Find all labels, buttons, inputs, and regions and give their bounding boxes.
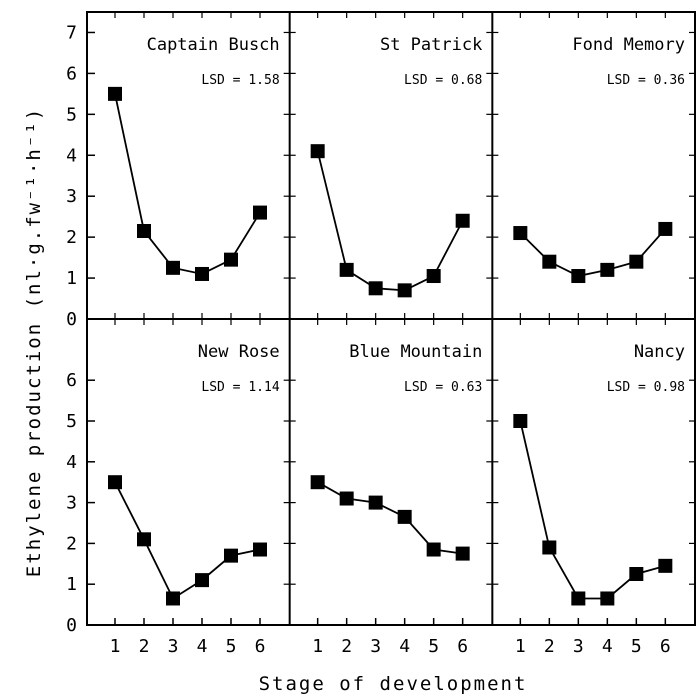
x-tick-label: 2 <box>139 636 150 657</box>
panel-lsd: LSD = 0.68 <box>404 73 482 88</box>
x-tick-label: 5 <box>428 636 439 657</box>
panel-title: Fond Memory <box>572 35 685 55</box>
data-point <box>224 548 238 563</box>
x-tick-label: 2 <box>341 636 352 657</box>
panel-title: Captain Busch <box>147 35 280 55</box>
tick-layer <box>87 12 695 626</box>
series-line <box>316 150 464 292</box>
x-tick-label: 4 <box>399 636 410 657</box>
data-point <box>542 254 557 269</box>
data-point <box>426 542 441 557</box>
data-point <box>571 269 586 284</box>
data-point <box>397 283 412 298</box>
x-tick-label: 2 <box>544 636 555 657</box>
x-tick-label: 1 <box>515 636 526 657</box>
series-line <box>519 420 666 600</box>
data-point <box>600 591 615 606</box>
data-point <box>368 281 383 296</box>
data-point <box>166 591 180 606</box>
data-point <box>137 532 151 547</box>
data-point <box>426 269 441 284</box>
data-point <box>571 591 586 606</box>
x-tick-label: 4 <box>602 636 613 657</box>
panel-title: Blue Mountain <box>349 342 482 362</box>
data-point <box>339 262 354 277</box>
data-point <box>629 254 644 269</box>
series-layer <box>108 86 673 606</box>
data-point <box>195 573 209 588</box>
data-point <box>455 546 470 561</box>
data-point <box>658 221 673 236</box>
data-point <box>542 540 557 555</box>
data-point <box>600 262 615 277</box>
x-tick-label: 6 <box>255 636 266 657</box>
y-tick-label: 6 <box>66 63 77 84</box>
x-tick-label: 6 <box>457 636 468 657</box>
data-point <box>310 144 325 159</box>
y-tick-label: 4 <box>66 145 77 166</box>
y-tick-label: 4 <box>66 452 77 473</box>
y-tick-label: 5 <box>66 104 77 125</box>
x-tick-label: 1 <box>110 636 121 657</box>
y-tick-label: 5 <box>66 411 77 432</box>
x-tick-label: 3 <box>370 636 381 657</box>
data-point <box>253 205 267 220</box>
data-point <box>108 475 122 490</box>
y-tick-label: 0 <box>66 309 77 330</box>
data-point <box>253 542 267 557</box>
data-point <box>166 260 180 275</box>
x-tick-label: 5 <box>226 636 237 657</box>
panel-lsd: LSD = 0.98 <box>607 380 685 395</box>
y-tick-label: 3 <box>66 186 77 207</box>
data-point <box>513 414 528 428</box>
x-tick-label: 3 <box>573 636 584 657</box>
y-tick-label: 1 <box>66 574 77 595</box>
panel-title: St Patrick <box>380 35 482 55</box>
data-point <box>137 223 151 238</box>
data-point <box>368 495 383 510</box>
panel-lsd: LSD = 0.63 <box>404 380 482 395</box>
panel-lsd: LSD = 1.14 <box>201 380 279 395</box>
y-tick-label: 3 <box>66 493 77 514</box>
series-line <box>114 93 261 275</box>
panel-lsd: LSD = 1.58 <box>201 73 279 88</box>
x-tick-label: 1 <box>312 636 323 657</box>
y-tick-label: 0 <box>66 615 77 636</box>
y-tick-label: 2 <box>66 533 77 554</box>
panel-title: New Rose <box>198 342 280 362</box>
data-point <box>310 475 325 490</box>
data-point <box>629 567 644 581</box>
panel-lsd: LSD = 0.36 <box>607 73 685 88</box>
data-point <box>195 266 209 281</box>
data-point <box>224 252 238 267</box>
data-point <box>658 558 673 573</box>
x-tick-label: 5 <box>631 636 642 657</box>
y-axis-title: Ethylene production (nl·g.fw⁻¹·h⁻¹) <box>23 107 45 577</box>
y-tick-label: 6 <box>66 370 77 391</box>
panel-title: Nancy <box>634 342 685 362</box>
y-tick-label: 1 <box>66 268 77 289</box>
y-tick-label: 7 <box>66 22 77 43</box>
data-point <box>513 226 528 241</box>
series-line <box>519 228 667 277</box>
data-point <box>397 509 412 524</box>
data-point <box>455 213 470 228</box>
data-point <box>339 491 354 506</box>
y-tick-label: 2 <box>66 227 77 248</box>
frame-layer <box>86 11 696 626</box>
data-point <box>108 86 122 101</box>
x-tick-label: 3 <box>168 636 179 657</box>
x-tick-label: 6 <box>660 636 671 657</box>
x-axis-title: Stage of development <box>259 673 528 694</box>
series-line <box>317 481 463 555</box>
series-line <box>114 481 261 600</box>
x-tick-label: 4 <box>197 636 208 657</box>
